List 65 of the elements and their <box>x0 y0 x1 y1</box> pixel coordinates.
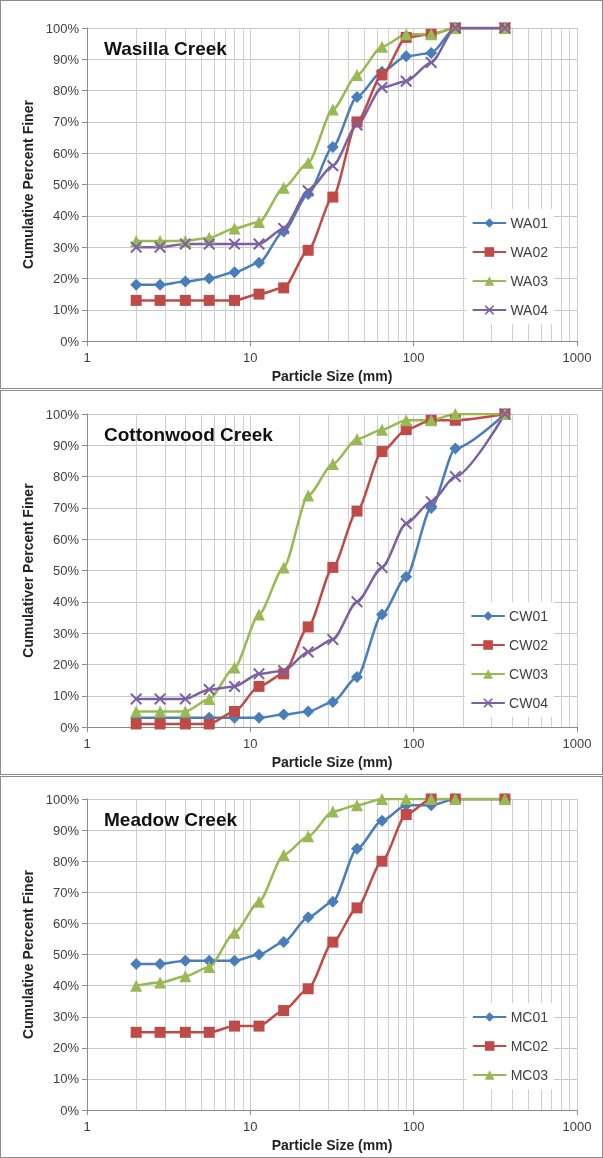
x-axis-title: Particle Size (mm) <box>271 368 393 384</box>
y-tick-label: 70% <box>52 500 80 516</box>
y-tick-label: 60% <box>52 915 80 931</box>
y-tick-label: 40% <box>52 208 80 224</box>
y-tick-label: 100% <box>45 20 80 36</box>
legend-label: MC02 <box>510 1038 549 1054</box>
x-tick-label: 1000 <box>562 350 592 366</box>
legend-label: WA01 <box>510 215 549 231</box>
x-tick-label: 10 <box>243 736 258 752</box>
y-tick-label: 30% <box>52 1009 80 1025</box>
y-tick-label: 80% <box>52 853 80 869</box>
x-tick-label: 1 <box>83 350 91 366</box>
y-tick-label: 20% <box>52 1040 80 1056</box>
legend-label: CW03 <box>509 666 549 682</box>
y-tick-label: 10% <box>52 302 80 318</box>
y-tick-label: 100% <box>45 791 80 807</box>
legend-label: WA02 <box>510 244 549 260</box>
text: Cottonwood Creek <box>104 424 274 445</box>
y-tick-label: 0% <box>60 333 80 349</box>
x-tick-label: 100 <box>402 350 425 366</box>
y-tick-label: 30% <box>52 239 80 255</box>
x-axis-title: Particle Size (mm) <box>271 754 393 770</box>
y-tick-label: 80% <box>52 83 80 99</box>
legend-label: WA03 <box>510 273 549 289</box>
text: Wasilla Creek <box>104 38 228 59</box>
x-tick-label: 1 <box>83 1119 91 1135</box>
y-tick-label: 70% <box>52 114 80 130</box>
y-tick-label: 50% <box>52 563 80 579</box>
x-axis-title: Particle Size (mm) <box>271 1137 393 1153</box>
y-axis-title: Cumulative Percent Finer <box>19 99 36 269</box>
legend-label: WA04 <box>510 302 549 318</box>
y-tick-label: 90% <box>52 437 80 453</box>
x-tick-label: 1 <box>83 736 91 752</box>
y-tick-label: 100% <box>45 406 80 422</box>
x-tick-label: 100 <box>402 736 425 752</box>
x-tick-label: 10 <box>243 1119 258 1135</box>
y-tick-label: 60% <box>52 145 80 161</box>
y-tick-label: 0% <box>60 719 80 735</box>
x-tick-label: 1000 <box>562 736 592 752</box>
x-tick-label: 10 <box>243 350 258 366</box>
y-axis-title: Cumulativer Percent Finer <box>19 482 36 658</box>
legend-label: MC03 <box>510 1067 549 1083</box>
y-tick-label: 40% <box>52 594 80 610</box>
legend-label: CW04 <box>509 695 549 711</box>
y-tick-label: 90% <box>52 822 80 838</box>
text: Meadow Creek <box>104 809 238 830</box>
y-tick-label: 90% <box>52 51 80 67</box>
y-tick-label: 60% <box>52 531 80 547</box>
y-tick-label: 40% <box>52 978 80 994</box>
y-tick-label: 10% <box>52 688 80 704</box>
x-tick-label: 100 <box>402 1119 425 1135</box>
y-tick-label: 20% <box>52 656 80 672</box>
legend-label: CW02 <box>509 637 549 653</box>
y-axis-title: Cumulative Percent Finer <box>19 869 36 1039</box>
legend-label: CW01 <box>509 608 549 624</box>
y-tick-label: 50% <box>52 177 80 193</box>
y-tick-label: 80% <box>52 469 80 485</box>
y-tick-label: 70% <box>52 884 80 900</box>
x-tick-label: 1000 <box>562 1119 592 1135</box>
y-tick-label: 30% <box>52 625 80 641</box>
y-tick-label: 0% <box>60 1102 80 1118</box>
y-tick-label: 20% <box>52 270 80 286</box>
y-tick-label: 50% <box>52 947 80 963</box>
legend-label: MC01 <box>510 1009 549 1025</box>
y-tick-label: 10% <box>52 1071 80 1087</box>
